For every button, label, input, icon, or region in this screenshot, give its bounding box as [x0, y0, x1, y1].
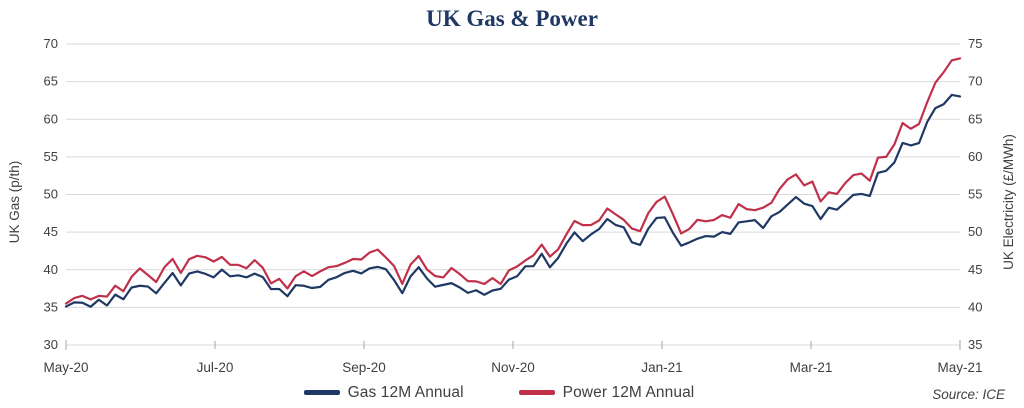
svg-text:50: 50	[968, 224, 982, 239]
svg-text:60: 60	[44, 111, 58, 126]
svg-text:45: 45	[44, 224, 58, 239]
svg-text:May-21: May-21	[937, 360, 982, 375]
svg-text:55: 55	[44, 149, 58, 164]
svg-text:30: 30	[44, 337, 58, 352]
svg-text:35: 35	[968, 337, 982, 352]
svg-text:40: 40	[968, 299, 982, 314]
svg-text:35: 35	[44, 299, 58, 314]
svg-text:70: 70	[968, 74, 982, 89]
svg-text:75: 75	[968, 36, 982, 51]
svg-text:50: 50	[44, 187, 58, 202]
svg-text:60: 60	[968, 149, 982, 164]
svg-text:Sep-20: Sep-20	[342, 360, 386, 375]
svg-text:Nov-20: Nov-20	[491, 360, 535, 375]
svg-text:Jul-20: Jul-20	[197, 360, 234, 375]
svg-text:Mar-21: Mar-21	[790, 360, 833, 375]
svg-text:70: 70	[44, 36, 58, 51]
svg-text:65: 65	[968, 111, 982, 126]
svg-text:40: 40	[44, 262, 58, 277]
svg-text:45: 45	[968, 262, 982, 277]
svg-text:65: 65	[44, 74, 58, 89]
svg-text:May-20: May-20	[43, 360, 88, 375]
svg-text:Jan-21: Jan-21	[641, 360, 682, 375]
svg-text:55: 55	[968, 187, 982, 202]
